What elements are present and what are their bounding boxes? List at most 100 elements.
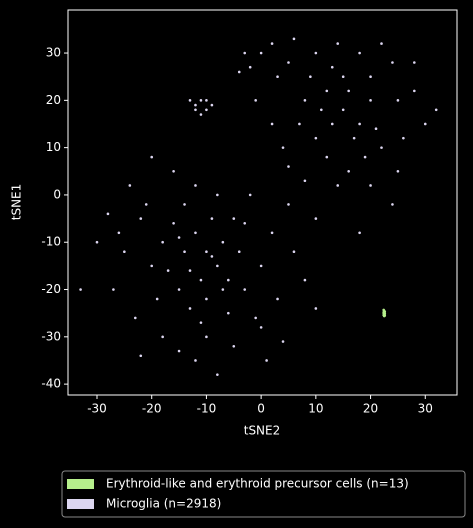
point [325, 155, 329, 159]
point [314, 51, 318, 55]
point [314, 217, 318, 220]
point [341, 75, 345, 78]
point [144, 203, 148, 206]
point [298, 122, 301, 126]
legend-box [61, 470, 466, 518]
point [380, 146, 383, 149]
point [314, 136, 318, 140]
point [210, 255, 214, 258]
point [292, 37, 296, 41]
point [150, 155, 154, 159]
point [265, 359, 268, 362]
point [155, 297, 159, 301]
point [352, 136, 356, 140]
point [325, 89, 329, 93]
point [303, 278, 307, 282]
point [363, 155, 367, 159]
point [391, 61, 394, 64]
point [139, 354, 143, 358]
y-tick-label: -30 [41, 329, 61, 343]
x-tick-label: 0 [257, 402, 265, 416]
point [188, 269, 192, 272]
point [194, 184, 197, 187]
point [117, 231, 121, 235]
point [139, 217, 143, 220]
point [314, 307, 318, 310]
point [177, 288, 181, 291]
x-tick-label: 30 [418, 402, 433, 416]
point [287, 61, 290, 64]
point [396, 169, 400, 173]
point [413, 61, 416, 64]
point [341, 108, 345, 112]
point [232, 344, 236, 348]
point [374, 127, 378, 131]
x-tick-label: 10 [308, 402, 323, 416]
point [123, 250, 126, 253]
point [205, 108, 208, 112]
y-tick-label: 0 [53, 187, 61, 201]
point [133, 316, 137, 320]
y-tick-label: -20 [41, 282, 61, 296]
point [402, 136, 405, 140]
point [79, 288, 82, 291]
legend-label: Erythroid-like and erythroid precursor c… [106, 477, 409, 491]
point [276, 75, 279, 78]
point [216, 193, 219, 197]
point [382, 314, 386, 318]
point [128, 184, 132, 187]
point [423, 122, 427, 126]
point [336, 184, 340, 187]
x-tick-label: -30 [87, 402, 107, 416]
y-tick-label: 10 [46, 140, 61, 154]
point [396, 99, 400, 102]
legend-swatch [67, 479, 94, 489]
point [281, 146, 285, 149]
point [194, 103, 197, 107]
point [205, 99, 208, 102]
y-tick-label: -40 [41, 377, 61, 391]
point [216, 373, 219, 376]
y-axis-label: tSNE1 [10, 184, 24, 221]
point [248, 193, 252, 197]
point [172, 169, 175, 173]
point [194, 231, 197, 235]
point [259, 51, 263, 55]
point [270, 231, 274, 235]
x-tick-label: -20 [142, 402, 162, 416]
point [199, 113, 203, 116]
point [303, 179, 307, 183]
point [303, 99, 307, 102]
point [330, 65, 334, 69]
plot-frame [67, 9, 458, 396]
point [292, 250, 296, 253]
point [150, 264, 154, 268]
point [161, 240, 164, 244]
point [205, 250, 208, 253]
point [227, 311, 230, 315]
point [259, 326, 263, 329]
point [287, 203, 290, 206]
point [188, 99, 192, 102]
point [210, 103, 214, 107]
point [243, 222, 247, 225]
point [183, 250, 186, 253]
point [199, 99, 203, 102]
point [166, 269, 170, 272]
point [237, 250, 241, 253]
point [205, 335, 208, 339]
point [221, 240, 225, 244]
x-tick-label: 20 [363, 402, 378, 416]
point [237, 70, 241, 74]
point [112, 288, 115, 291]
point [161, 335, 164, 339]
point [369, 99, 372, 102]
point [232, 217, 236, 220]
point [270, 42, 274, 45]
legend-label: Microglia (n=2918) [106, 497, 221, 511]
point [347, 169, 350, 173]
point [347, 89, 350, 93]
point [205, 297, 208, 301]
x-axis-label: tSNE2 [244, 424, 281, 438]
